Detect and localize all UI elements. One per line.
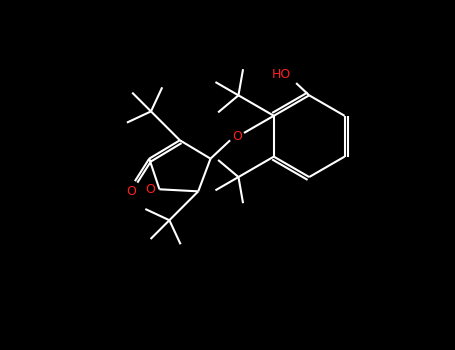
Text: HO: HO (272, 68, 291, 82)
Text: O: O (232, 130, 242, 143)
Text: O: O (126, 185, 136, 198)
Text: O: O (146, 183, 156, 196)
